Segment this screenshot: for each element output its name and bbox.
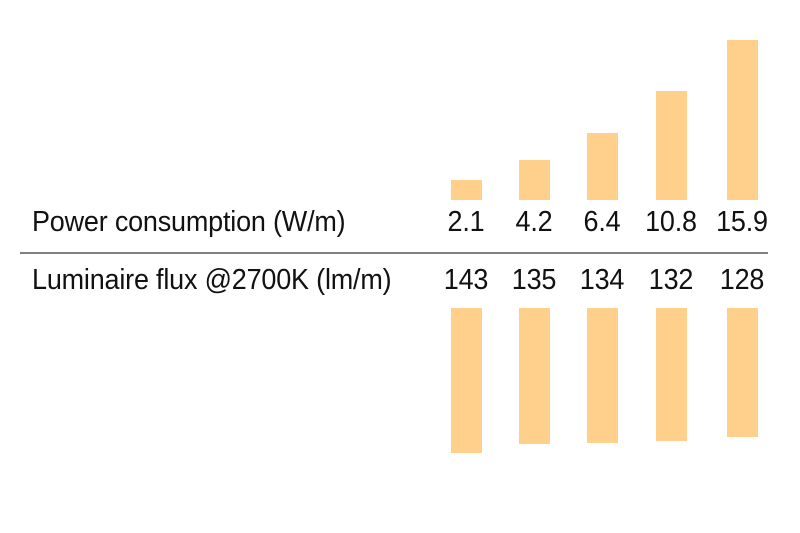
bar-power-1 [451, 180, 482, 200]
value-power-2: 4.2 [515, 206, 553, 238]
value-flux-4: 132 [648, 264, 694, 296]
value-power-3: 6.4 [583, 206, 621, 238]
value-flux-5: 128 [719, 264, 765, 296]
row-label-luminaire-flux: Luminaire flux @2700K (lm/m) [32, 264, 392, 296]
bar-flux-2 [519, 308, 550, 444]
value-flux-3: 134 [579, 264, 625, 296]
row-divider [20, 252, 768, 254]
value-flux-2: 135 [511, 264, 557, 296]
value-power-5: 15.9 [716, 206, 768, 238]
bar-power-2 [519, 160, 550, 200]
value-flux-1: 143 [443, 264, 489, 296]
bar-flux-3 [587, 308, 618, 443]
value-power-1: 2.1 [447, 206, 485, 238]
bar-flux-1 [451, 308, 482, 453]
row-label-power-consumption: Power consumption (W/m) [32, 206, 346, 238]
bar-power-4 [656, 91, 687, 200]
bar-power-3 [587, 133, 618, 200]
bar-flux-5 [727, 308, 758, 437]
bar-flux-4 [656, 308, 687, 441]
value-power-4: 10.8 [645, 206, 697, 238]
bar-power-5 [727, 40, 758, 200]
